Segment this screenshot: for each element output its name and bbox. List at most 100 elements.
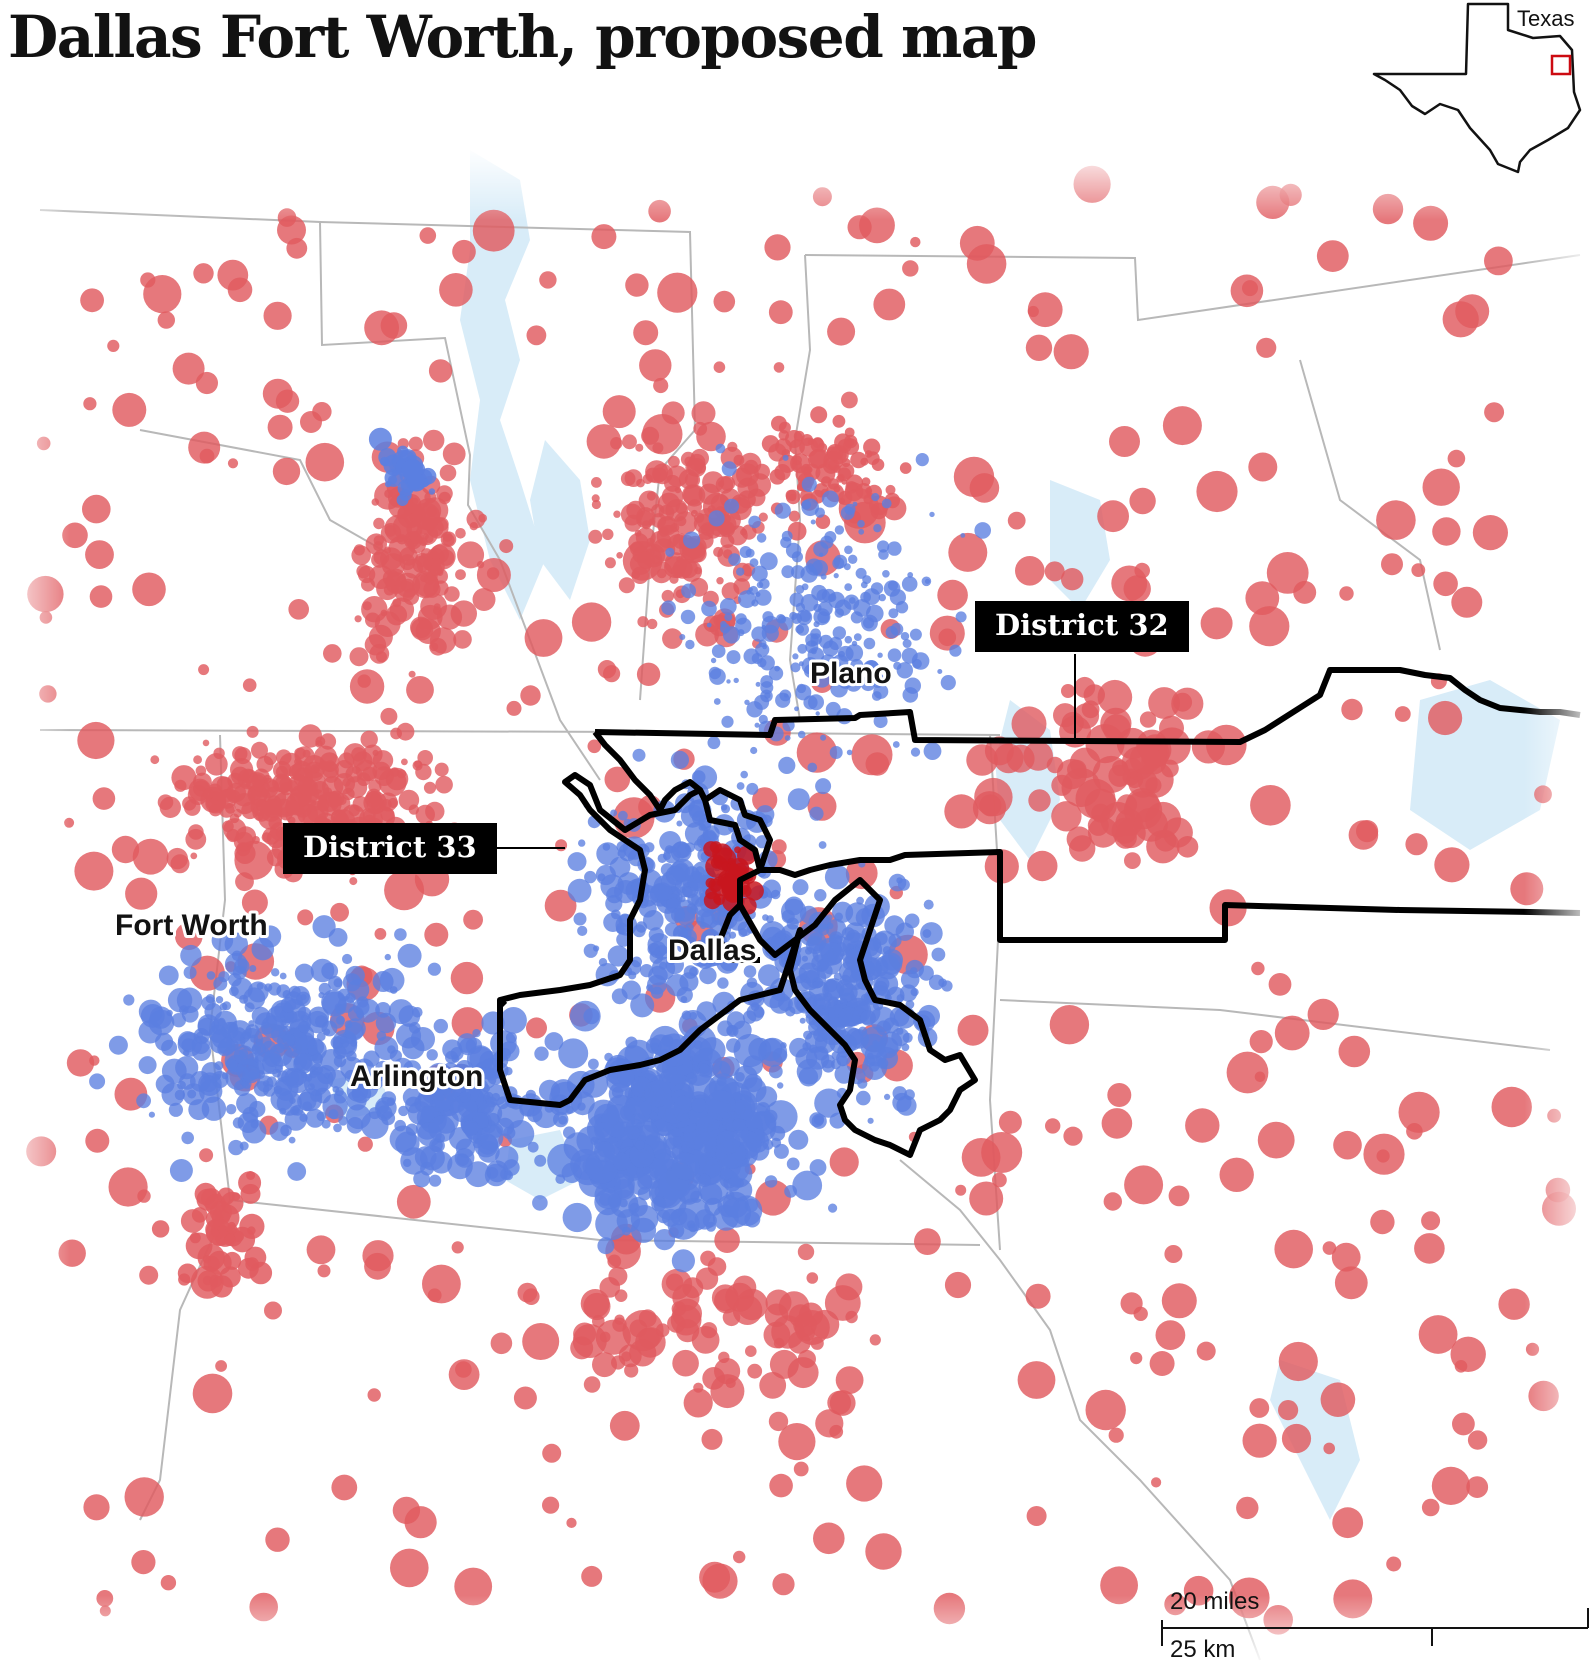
precinct-dot-republican [655,1323,670,1337]
precinct-dot-republican [778,1291,810,1322]
precinct-dot-democrat [711,644,726,658]
precinct-dot-rural [714,1227,740,1253]
precinct-dot-rural [330,902,349,922]
precinct-dot-republican [591,477,602,488]
precinct-dot-democrat [328,1109,339,1120]
precinct-dot-rural [581,1565,603,1587]
precinct-dot-democrat [811,666,816,671]
precinct-dot-rural [1394,706,1411,722]
precinct-dot-democrat [899,984,918,1002]
precinct-dot-rural [793,1461,809,1477]
precinct-dot-rural [199,1148,214,1163]
precinct-dot-republican [1148,687,1180,719]
precinct-dot-democrat [821,490,839,508]
precinct-dot-democrat [398,1005,421,1027]
precinct-dot-republican [672,1284,700,1312]
precinct-dot-republican [275,749,292,765]
precinct-dot-democrat [653,1229,676,1251]
precinct-dot-democrat [768,666,784,681]
edge-fade [0,150,1594,1665]
precinct-dot-democrat [612,1152,631,1171]
precinct-dot-rural [571,602,612,642]
precinct-dot-democrat [832,557,845,570]
precinct-dot-democrat [726,679,731,684]
precinct-dot-democrat [719,598,737,615]
precinct-dot-democrat [649,1111,658,1121]
precinct-dot-democrat [637,1186,652,1201]
precinct-dot-rural [591,224,617,250]
precinct-dot-democrat [631,956,642,968]
precinct-dot-rural [1007,511,1026,530]
map-title: Dallas Fort Worth, proposed map [8,3,1037,71]
precinct-dot-republican [231,1192,241,1201]
precinct-dot-democrat [682,936,697,951]
precinct-dot-democrat [745,548,755,558]
precinct-dot-democrat [791,551,804,563]
precinct-dot-republican [673,511,698,535]
precinct-dot-rural [1332,1507,1364,1539]
precinct-dot-rural [199,448,215,464]
precinct-dot-democrat [834,1064,854,1084]
precinct-dot-democrat [158,965,179,986]
precinct-dot-republican [234,842,256,865]
precinct-dot-rural [451,1241,464,1254]
precinct-dot-rural [873,288,906,321]
precinct-dot-democrat [801,498,819,517]
precinct-dot-rural [89,1055,100,1066]
precinct-dot-rural [1472,515,1508,551]
precinct-dot-rural [910,236,921,248]
precinct-dot-rural [773,362,785,373]
precinct-dot-rural [914,1228,941,1255]
precinct-dot-democrat [558,1038,589,1069]
precinct-dot-democrat [594,1141,615,1163]
precinct-dot-rural [1331,1242,1361,1272]
precinct-dot-democrat [486,1096,498,1108]
precinct-dot-democrat [394,1119,407,1132]
precinct-dot-rural [944,1271,972,1299]
precinct-dot-republican [710,1374,745,1409]
precinct-dot-rural [1452,1412,1475,1436]
precinct-dot-republican [1069,835,1096,862]
precinct-dot-rural [1484,402,1505,423]
precinct-dot-democrat [380,456,390,467]
precinct-dot-republican [349,647,369,667]
precinct-dot-democrat [890,622,904,636]
precinct-dot-rural [1242,280,1258,297]
precinct-dot-democrat [856,1090,871,1106]
precinct-dot-democrat [746,977,758,989]
precinct-dot-democrat [799,973,807,981]
precinct-dot-democrat [396,494,409,506]
precinct-dot-democrat [877,652,883,658]
precinct-dot-rural [835,1366,864,1394]
precinct-dot-republican [246,1171,256,1180]
precinct-dot-rural [305,442,345,482]
precinct-dot-rural [1257,1121,1295,1159]
precinct-dot-republican [425,801,445,822]
precinct-dot-rural [1281,1423,1312,1454]
precinct-dot-republican [223,1251,242,1270]
precinct-dot-republican [297,777,316,796]
precinct-dot-democrat [902,639,912,648]
precinct-dot-rural [85,540,114,569]
precinct-dot-democrat [848,554,858,564]
precinct-dot-republican [433,606,442,616]
precinct-dot-rural [609,1410,640,1441]
precinct-dot-democrat [901,647,918,664]
precinct-dot-democrat [759,552,778,571]
precinct-dot-democrat [569,1000,601,1032]
precinct-dot-republican [1081,700,1100,719]
precinct-dot-rural [83,397,97,411]
precinct-dot-democrat [699,1063,710,1074]
precinct-dot-rural [1107,1083,1132,1107]
precinct-dot-rural [769,1473,793,1498]
precinct-dot-republican [373,541,383,552]
precinct-dot-republican [667,1314,686,1333]
precinct-dot-democrat [813,1027,828,1042]
precinct-dot-democrat [878,593,886,602]
precinct-dot-republican [374,611,401,637]
precinct-dot-democrat [304,1071,329,1097]
precinct-dot-rural [1484,246,1513,276]
precinct-dot-democrat [321,1119,331,1129]
lake-lewisville [530,440,590,600]
precinct-dot-democrat [748,515,761,529]
